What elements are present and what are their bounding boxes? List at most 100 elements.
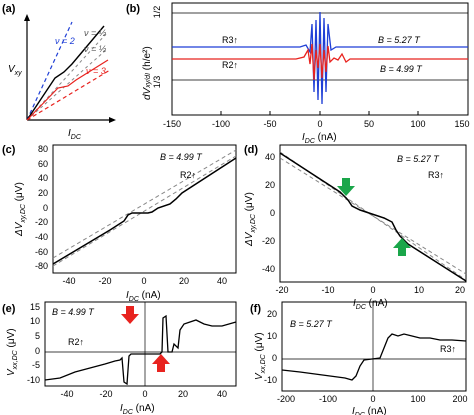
panel-b-r2: R2↑ — [222, 60, 238, 70]
panel-c-xtick: -20 — [98, 276, 111, 286]
panel-b-xlabel: IDC (nA) — [302, 132, 337, 145]
panel-d-xtick: 20 — [455, 285, 465, 295]
panel-d-xtick: 10 — [414, 285, 424, 295]
panel-c-ytick: 40 — [38, 173, 48, 183]
panel-a-black-curve — [26, 25, 105, 121]
panel-a-xlabel: IDC — [68, 128, 82, 141]
panel-c-ytick: -60 — [35, 247, 48, 257]
panel-f-xtick: -200 — [277, 394, 295, 404]
panel-d-ytick: 0 — [270, 208, 275, 218]
panel-b-b1: B = 5.27 T — [378, 35, 421, 45]
panel-f-xtick: -100 — [319, 394, 337, 404]
panel-d-b: B = 5.27 T — [397, 154, 440, 164]
panel-b-ytick-top: 1/2 — [152, 6, 162, 19]
panel-a-ylabel: Vxy — [8, 64, 22, 77]
panel-a-nu2-label: ν = 2 — [55, 36, 75, 46]
panel-c-ylabel: ΔVxy,DC (μV) — [14, 182, 27, 237]
panel-e-ytick: 15 — [30, 302, 40, 312]
panel-c-ytick: -20 — [35, 217, 48, 227]
panel-a-x-arrow — [109, 117, 116, 123]
panel-b-label: (b) — [126, 3, 140, 15]
panel-b-xtick: 50 — [364, 119, 374, 129]
panel-f-curve — [281, 333, 467, 381]
panel-d-xlabel: IDC (nA) — [353, 298, 388, 311]
panel-c-label: (c) — [2, 144, 16, 156]
panel-c-ytick: -80 — [35, 261, 48, 271]
panel-f: (f) 20 10 0 -10 -200 -100 0 100 200 B = … — [250, 301, 468, 415]
panel-f-ylabel: Vxx,DC (μV) — [254, 332, 267, 380]
panel-c-frame — [52, 144, 237, 274]
panel-b-ylabel: dVxy/dI (h/e²) — [142, 46, 153, 100]
panel-e-label: (e) — [2, 303, 16, 315]
panel-e-ytick: 10 — [30, 316, 40, 326]
panel-e-xtick: 20 — [178, 389, 188, 399]
panel-c-xtick: 20 — [179, 276, 189, 286]
panel-c: (c) 80 60 40 20 0 -20 -40 -60 -80 -40 -2… — [2, 144, 237, 303]
panel-d-ytick: -40 — [262, 264, 275, 274]
panel-c-ytick: 60 — [38, 159, 48, 169]
panel-f-b: B = 5.27 T — [290, 319, 333, 329]
panel-e-b: B = 4.99 T — [52, 307, 95, 317]
panel-b-xtick: 100 — [410, 119, 425, 129]
panel-b: (b) -150 -100 -50 0 50 100 150 1/2 1/3 R… — [126, 2, 470, 145]
panel-d-xtick: -20 — [275, 285, 288, 295]
panel-f-ytick: 0 — [272, 353, 277, 363]
panel-b-xtick: -50 — [263, 119, 276, 129]
panel-e-xtick: 0 — [142, 389, 147, 399]
panel-e-frame — [44, 301, 237, 387]
panel-d-guide2 — [279, 157, 467, 275]
panel-a-red-curve — [26, 59, 109, 121]
panel-f-label: (f) — [250, 303, 261, 315]
panel-e-xlabel: IDC (nA) — [120, 403, 155, 415]
panel-c-xtick: 40 — [217, 276, 227, 286]
panel-d-frame — [279, 144, 467, 283]
panel-e-r: R2↑ — [68, 337, 84, 347]
panel-f-xtick: 0 — [370, 394, 375, 404]
panel-c-r: R2↑ — [180, 170, 196, 180]
panel-e-ytick: 5 — [35, 331, 40, 341]
panel-c-xtick: 0 — [141, 276, 146, 286]
panel-e: (e) 15 10 5 0 -5 -10 -40 -20 0 20 40 B =… — [2, 301, 237, 415]
panel-f-r: R3↑ — [440, 344, 456, 354]
panel-d: (d) 40 20 0 -20 -40 -20 -10 0 10 20 B = … — [244, 144, 467, 311]
panel-b-ytick-bottom: 1/3 — [152, 76, 162, 89]
panel-f-xtick: 100 — [410, 394, 425, 404]
panel-f-ytick: -10 — [264, 375, 277, 385]
panel-c-guide2 — [52, 149, 237, 259]
panel-b-blue-curve — [172, 11, 468, 105]
panel-b-r3: R3↑ — [222, 35, 238, 45]
panel-c-ytick: 20 — [38, 188, 48, 198]
panel-b-xtick: -150 — [163, 119, 181, 129]
panel-a-y-arrow — [24, 14, 30, 21]
panel-b-xtick: 150 — [454, 119, 469, 129]
panel-c-ytick: -40 — [35, 232, 48, 242]
panel-a-nuhalf-label2: ν = ½ — [84, 44, 107, 54]
panel-f-ytick: 10 — [267, 331, 277, 341]
panel-d-r: R3↑ — [428, 170, 444, 180]
panel-d-ytick: 40 — [265, 152, 275, 162]
panel-e-xtick: -20 — [99, 389, 112, 399]
panel-d-xtick: 0 — [370, 285, 375, 295]
panel-d-green-arrow-down — [337, 178, 355, 196]
panel-c-curve — [52, 157, 237, 265]
panel-e-ytick: -5 — [32, 360, 40, 370]
panel-a-label: (a) — [2, 3, 16, 15]
panel-b-xtick: 0 — [317, 119, 322, 129]
panel-e-curve — [44, 314, 237, 386]
panel-e-xtick: -40 — [60, 389, 73, 399]
panel-b-x-ticks — [171, 111, 469, 115]
panel-c-b: B = 4.99 T — [160, 152, 203, 162]
panel-a-nu3-line — [26, 69, 111, 121]
panel-d-ylabel: ΔVxy,DC (μV) — [244, 192, 257, 247]
panel-c-ytick: 80 — [38, 144, 48, 154]
panel-d-green-arrow-up — [393, 238, 411, 256]
panel-a-nuhalf-line2 — [26, 49, 107, 121]
panel-c-ytick: 0 — [43, 203, 48, 213]
panel-c-xlabel: IDC (nA) — [126, 290, 161, 303]
panel-f-xlabel: IDC (nA) — [352, 406, 387, 415]
panel-e-xtick: 40 — [217, 389, 227, 399]
panel-a-nuhalf-label1: ν = ½ — [84, 28, 107, 38]
panel-f-ytick: 20 — [267, 309, 277, 319]
panel-c-xtick: -40 — [62, 276, 75, 286]
